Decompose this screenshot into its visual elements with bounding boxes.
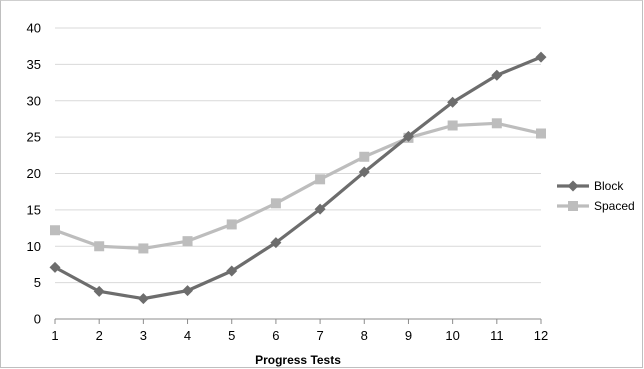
legend-marker bbox=[568, 201, 578, 211]
x-tick-label: 5 bbox=[228, 328, 235, 343]
x-tick-label: 11 bbox=[490, 328, 504, 343]
x-tick-label: 8 bbox=[361, 328, 368, 343]
y-tick-label: 30 bbox=[27, 93, 41, 108]
series-layer bbox=[49, 51, 547, 305]
data-point-block bbox=[182, 285, 194, 297]
x-tick-label: 7 bbox=[316, 328, 323, 343]
x-tick-label: 4 bbox=[184, 328, 191, 343]
data-point-spaced bbox=[182, 236, 193, 247]
x-axis-tick-labels: 1 2 3 4 5 6 7 8 9 10 11 12 bbox=[51, 319, 548, 343]
y-tick-label: 0 bbox=[34, 312, 41, 327]
data-point-spaced bbox=[447, 120, 458, 131]
data-point-spaced bbox=[226, 219, 237, 230]
data-point-spaced bbox=[359, 151, 370, 162]
data-point-block bbox=[358, 166, 370, 178]
legend-marker bbox=[567, 180, 579, 192]
data-point-block bbox=[402, 130, 414, 142]
x-tick-label: 6 bbox=[272, 328, 279, 343]
data-point-spaced bbox=[138, 243, 149, 254]
x-tick-label: 9 bbox=[405, 328, 412, 343]
data-point-block bbox=[270, 237, 282, 249]
series-spaced bbox=[50, 118, 546, 254]
x-tick-label: 1 bbox=[51, 328, 58, 343]
data-point-block bbox=[535, 51, 547, 63]
legend-label: Block bbox=[594, 179, 624, 193]
y-tick-label: 15 bbox=[27, 202, 41, 217]
legend-item-block: Block bbox=[557, 179, 624, 193]
data-point-spaced bbox=[315, 174, 326, 185]
x-tick-label: 12 bbox=[534, 328, 548, 343]
data-point-block bbox=[314, 203, 326, 215]
series-line-block bbox=[54, 55, 542, 301]
legend-item-spaced: Spaced bbox=[557, 199, 635, 213]
data-point-block bbox=[447, 96, 459, 108]
x-axis-title: Progress Tests bbox=[255, 353, 341, 367]
y-tick-label: 40 bbox=[27, 21, 41, 36]
y-tick-label: 5 bbox=[34, 275, 41, 290]
gridlines bbox=[55, 27, 541, 284]
y-tick-label: 20 bbox=[27, 166, 41, 181]
data-point-spaced bbox=[491, 118, 502, 129]
legend-label: Spaced bbox=[594, 199, 635, 213]
data-point-block bbox=[49, 261, 61, 273]
data-point-spaced bbox=[536, 128, 546, 139]
y-tick-label: 25 bbox=[27, 130, 41, 145]
legend: Block Spaced bbox=[557, 179, 635, 213]
data-point-spaced bbox=[50, 225, 60, 236]
data-point-spaced bbox=[94, 241, 105, 252]
series-block bbox=[49, 51, 547, 305]
y-tick-label: 35 bbox=[27, 57, 41, 72]
data-point-block bbox=[226, 265, 238, 277]
x-tick-label: 3 bbox=[140, 328, 147, 343]
data-point-block bbox=[93, 285, 105, 297]
data-point-spaced bbox=[270, 198, 281, 209]
y-axis-tick-labels: 0 5 10 15 20 25 30 35 40 bbox=[27, 21, 41, 327]
data-point-block bbox=[491, 69, 503, 81]
data-point-block bbox=[137, 293, 149, 305]
y-tick-label: 10 bbox=[27, 239, 41, 254]
x-tick-label: 10 bbox=[445, 328, 459, 343]
series-line-spaced bbox=[54, 121, 542, 251]
x-tick-label: 2 bbox=[96, 328, 103, 343]
